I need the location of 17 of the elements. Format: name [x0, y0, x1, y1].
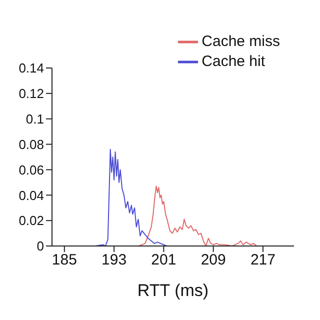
x-tick-label: 217	[250, 252, 276, 269]
x-tick-label: 185	[52, 252, 77, 269]
line-series	[94, 148, 168, 246]
y-tick-label: 0.04	[18, 188, 44, 203]
x-tick-label: 193	[102, 252, 127, 269]
y-tick-label: 0.06	[18, 162, 44, 178]
y-tick-label: 0	[36, 238, 44, 254]
y-tick-label: 0.12	[18, 86, 44, 102]
x-tick-label: 209	[200, 252, 226, 269]
legend-label: Cache miss	[202, 32, 280, 50]
y-tick-label: 0.08	[18, 136, 44, 152]
y-tick-label: 0.1	[26, 111, 44, 126]
y-tick-label: 0.02	[18, 213, 44, 228]
x-axis-title: RTT (ms)	[137, 281, 209, 300]
y-tick-label: 0.14	[18, 60, 44, 76]
legend-label: Cache hit	[202, 52, 266, 70]
x-tick-label: 201	[151, 252, 176, 269]
